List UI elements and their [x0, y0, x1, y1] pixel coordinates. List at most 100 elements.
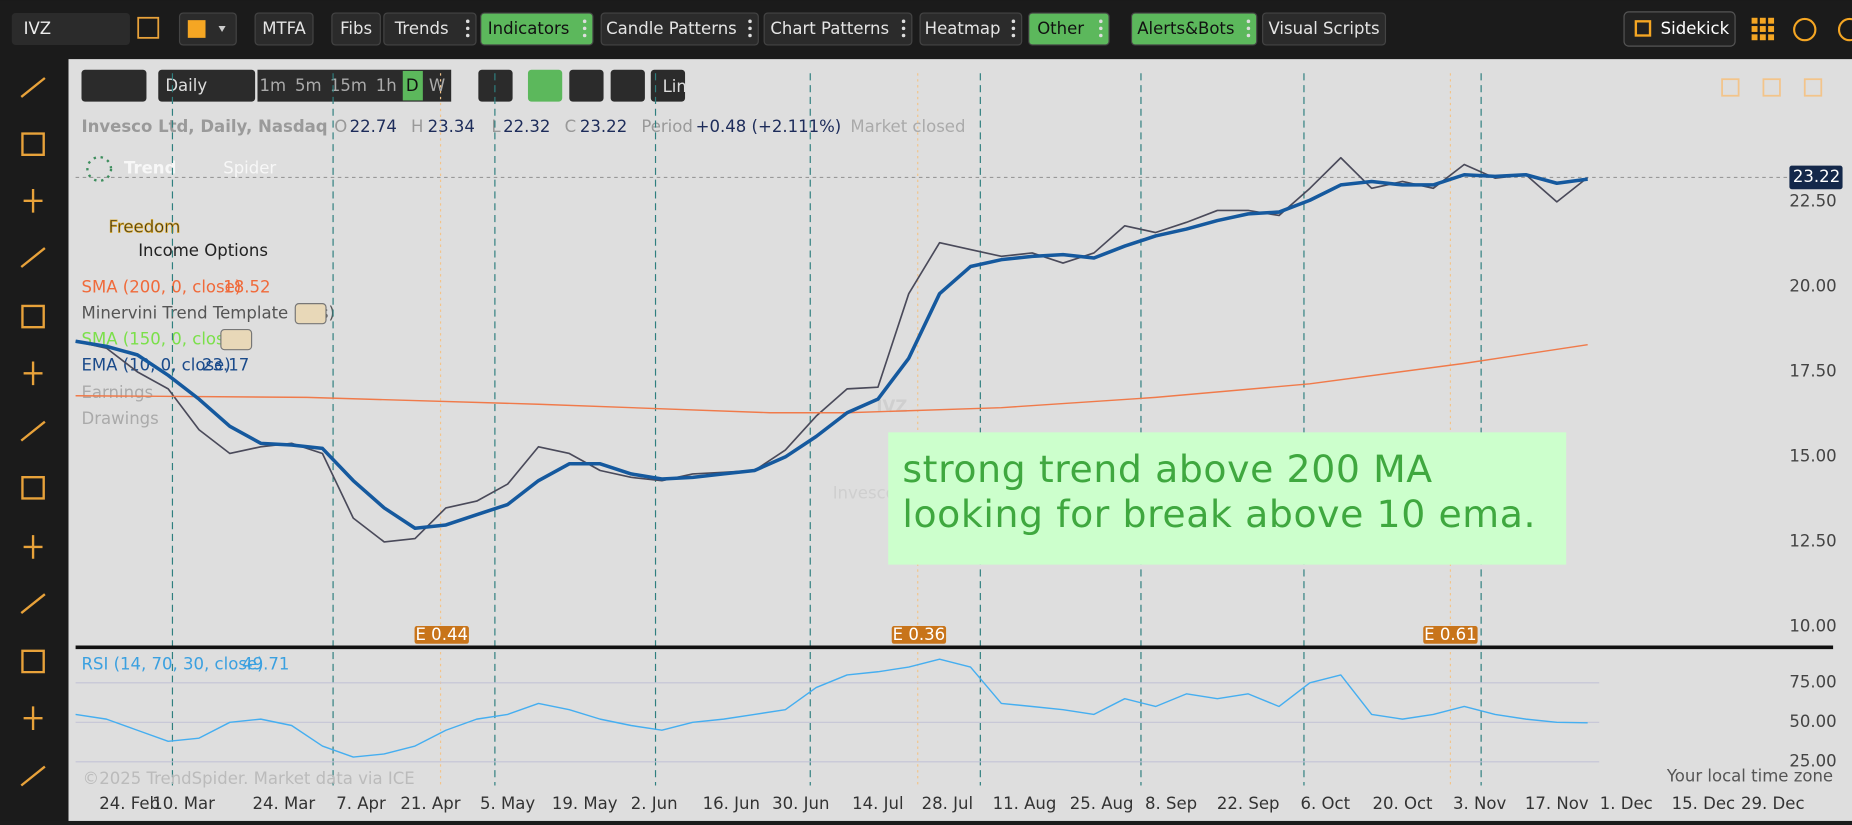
drawing-tool[interactable]: [23, 706, 43, 730]
drawing-tool[interactable]: [21, 132, 45, 156]
indicator-label[interactable]: Earnings: [81, 383, 153, 402]
x-tick-label: 29. Dec: [1741, 794, 1804, 813]
drawing-tool[interactable]: [23, 361, 43, 386]
timeframe-button[interactable]: 15m: [330, 76, 367, 95]
apps-icon: [1759, 17, 1766, 24]
toolbar-button[interactable]: [1130, 12, 1258, 46]
timeframe-button[interactable]: 5m: [295, 76, 322, 95]
chart-tool-button[interactable]: [527, 69, 563, 102]
toolbar-button[interactable]: [1028, 12, 1110, 46]
chart-tool-button[interactable]: [650, 69, 686, 102]
menu-dots: [1099, 26, 1103, 31]
menu-dots: [582, 26, 587, 31]
toolbar-button[interactable]: [331, 12, 381, 46]
chart-type-button[interactable]: [81, 69, 147, 102]
indicator-value: 23.17: [202, 356, 249, 375]
user-icon[interactable]: [1837, 17, 1852, 42]
logo-trend: Trend: [124, 158, 176, 177]
instrument-name: Invesco Ltd, Daily, Nasdaq: [81, 117, 327, 136]
menu-dots: [1011, 26, 1016, 31]
drawing-tool[interactable]: [20, 765, 46, 787]
menu-dots: [748, 19, 752, 24]
watchlist-icon[interactable]: [137, 16, 160, 39]
x-tick-label: 6. Oct: [1301, 794, 1351, 813]
chart-corner-icon[interactable]: [1762, 78, 1781, 97]
visibility-toggle[interactable]: [294, 303, 327, 325]
scale-button: Lin: [663, 77, 687, 96]
toolbar-button[interactable]: [383, 12, 477, 46]
chart-corner-icon[interactable]: [1803, 78, 1823, 97]
toolbar-button-label: Fibs: [340, 19, 372, 38]
drawing-tool[interactable]: [21, 476, 45, 500]
toolbar-button[interactable]: [1262, 12, 1387, 46]
menu-dots: [582, 19, 587, 24]
drawing-tool[interactable]: [20, 420, 46, 442]
x-tick-label: 28. Jul: [922, 794, 973, 813]
apps-icon: [1759, 26, 1766, 32]
visibility-toggle[interactable]: [220, 329, 253, 351]
drawing-tool[interactable]: [20, 593, 46, 614]
x-tick-label: 24. Feb: [99, 794, 160, 813]
earnings-badge[interactable]: [1423, 626, 1478, 644]
sidekick-button[interactable]: [1623, 11, 1736, 47]
help-icon[interactable]: [1793, 17, 1817, 42]
drawing-tool[interactable]: [20, 247, 46, 268]
toolbar-button[interactable]: [600, 12, 759, 46]
chart-corner-icon[interactable]: [1721, 78, 1740, 97]
x-tick-label: 30. Jun: [772, 794, 829, 813]
indicator-label[interactable]: SMA (200, 0, close): [81, 278, 241, 297]
menu-dots: [901, 33, 906, 38]
toolbar-button-label: Heatmap: [925, 19, 1001, 38]
symbol-box[interactable]: [11, 13, 130, 45]
toolbar-button-label: Visual Scripts: [1269, 19, 1380, 38]
x-tick-label: 22. Sep: [1217, 794, 1280, 813]
timeframe-button[interactable]: D: [406, 76, 419, 95]
ohlc-label: C: [565, 117, 577, 136]
color-swatch: [187, 20, 206, 38]
timeframe-button[interactable]: W: [429, 76, 445, 95]
rsi-value: 49.71: [242, 655, 289, 674]
menu-dots: [1011, 33, 1016, 38]
timeframe-button[interactable]: 1h: [376, 76, 397, 95]
drawing-tool[interactable]: [23, 189, 43, 213]
series-line: [75, 172, 1588, 531]
timeframe-button[interactable]: 1m: [260, 76, 287, 95]
logo-dots: [86, 155, 113, 182]
drawing-tool[interactable]: [20, 77, 46, 98]
apps-icon: [1759, 34, 1766, 41]
toolbar-button[interactable]: [480, 12, 594, 46]
indicator-label[interactable]: SMA (150, 0, close): [81, 330, 241, 349]
toolbar-button[interactable]: [254, 12, 314, 46]
drawing-tool[interactable]: [21, 649, 45, 674]
menu-dots: [901, 26, 906, 31]
apps-icon: [1768, 17, 1775, 24]
apps-icon: [1751, 26, 1758, 32]
y-tick-label: 17.50: [1789, 361, 1836, 380]
x-tick-label: 16. Jun: [703, 794, 760, 813]
chart-tool-button[interactable]: [610, 69, 645, 102]
earnings-badge[interactable]: [414, 626, 469, 644]
x-tick-label: 25. Aug: [1070, 794, 1134, 813]
period-label: Period: [641, 117, 693, 136]
y-tick-label: 10.00: [1789, 616, 1836, 635]
caret: [218, 26, 226, 32]
drawing-tool[interactable]: [23, 535, 43, 559]
x-tick-label: 3. Nov: [1453, 794, 1506, 813]
ohlc-value: 22.32: [503, 117, 550, 136]
apps-icon: [1768, 26, 1775, 32]
drawing-tool[interactable]: [21, 304, 45, 329]
menu-dots: [901, 19, 906, 24]
sidekick-label: Sidekick: [1661, 19, 1730, 38]
series-line: [75, 658, 1588, 758]
annotation-text: strong trend above 200 MA looking for br…: [902, 446, 1537, 537]
x-tick-label: 11. Aug: [993, 794, 1057, 813]
earnings-badge[interactable]: [891, 626, 947, 644]
toolbar-button[interactable]: [919, 12, 1023, 46]
chart-tool-button[interactable]: [569, 69, 604, 102]
ohlc-label: H: [411, 117, 423, 136]
toolbar-button[interactable]: [763, 12, 913, 46]
indicator-label[interactable]: Drawings: [81, 409, 158, 428]
interval-select[interactable]: [158, 69, 256, 102]
indicator-label[interactable]: Minervini Trend Template (yes): [81, 304, 334, 323]
toolbar-button-label: Other: [1037, 19, 1084, 38]
